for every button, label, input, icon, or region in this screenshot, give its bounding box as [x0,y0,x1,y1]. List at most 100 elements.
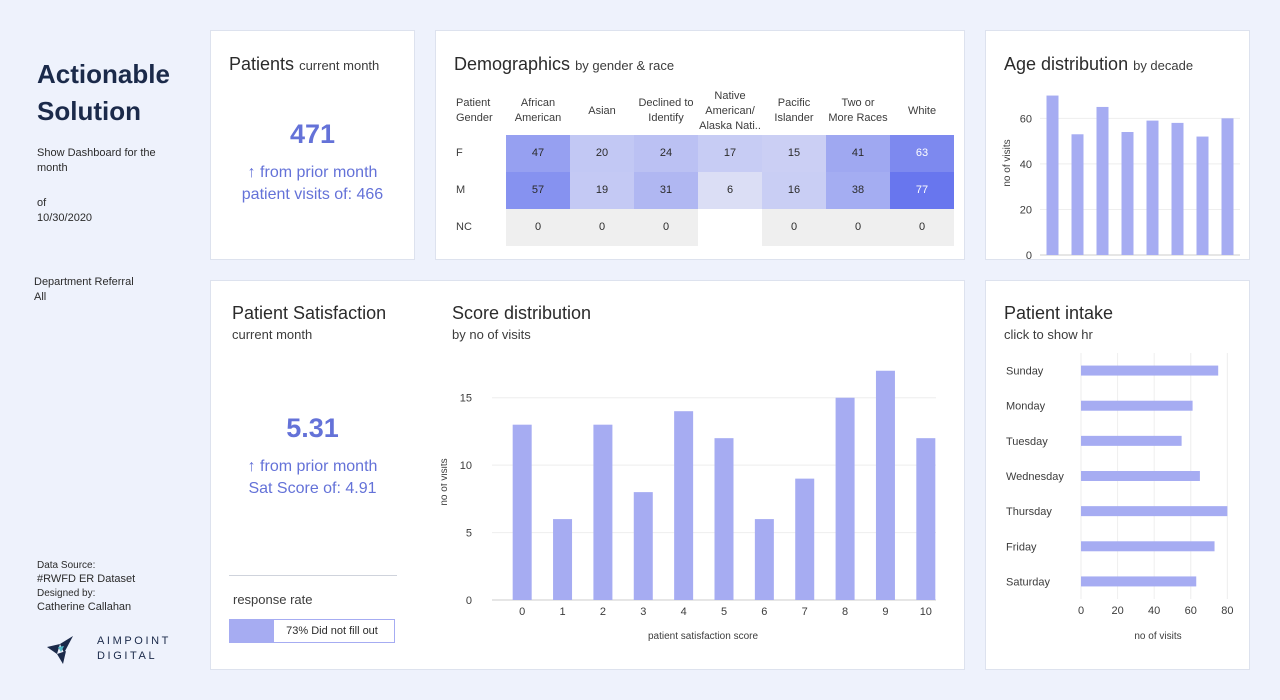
score-bar[interactable] [835,397,855,600]
month-filter-date[interactable]: 10/30/2020 [37,212,93,224]
logo-text-1: AIMPOINT [97,635,171,647]
column-header: Two or More Races [826,87,890,135]
patients-title-main: Patients [229,54,295,74]
age-bar[interactable] [1221,118,1234,255]
response-rate-bar[interactable]: 73% Did not fill out [229,619,395,643]
intake-bar[interactable] [1081,471,1200,481]
score-bar[interactable] [875,370,895,600]
heatmap-cell[interactable]: 41 [826,135,890,172]
intake-day-label: Wednesday [1006,471,1064,483]
score-bar[interactable] [674,411,694,600]
heatmap-cell[interactable]: 31 [634,172,698,209]
score-x-tick: 1 [559,606,565,618]
age-bar[interactable] [1196,136,1209,255]
satisfaction-prior: Sat Score of: 4.91 [248,480,377,497]
intake-bar[interactable] [1081,400,1193,411]
score-bar[interactable] [633,492,653,600]
satisfaction-score: 5.31 [286,413,339,443]
heatmap-cell[interactable]: 47 [506,135,570,172]
logo-text-2: DIGITAL [97,650,158,662]
patients-kpi: 471 ↑ from prior month patient visits of… [211,119,414,206]
heatmap-cell[interactable]: 20 [570,135,634,172]
score-y-tick: 5 [466,528,472,540]
heatmap-cell[interactable]: 63 [890,135,954,172]
column-header: Declined to Identify [634,87,698,135]
score-bar[interactable] [754,519,774,600]
intake-bar[interactable] [1081,435,1182,446]
patients-title-sub: current month [299,58,380,73]
column-header-line: Native [714,89,746,102]
intake-day-label: Saturday [1006,576,1051,588]
intake-bar[interactable] [1081,365,1219,376]
score-x-tick: 8 [842,606,848,618]
score-x-tick: 4 [681,606,687,618]
score-x-tick: 0 [519,606,525,618]
intake-subtitle[interactable]: click to show hr [1004,327,1093,342]
heatmap-cell[interactable]: 0 [890,209,954,246]
designed-by-label: Designed by: [37,588,96,599]
score-x-tick: 2 [600,606,606,618]
heatmap-cell[interactable]: 0 [634,209,698,246]
score-chart: 0 5 10 15 no of visits 0 1 2 3 4 5 6 7 8 9 10 patient sa… [441,370,936,642]
age-bar[interactable] [1171,122,1184,255]
patients-prior: patient visits of: 466 [241,186,384,203]
column-header-line: Alaska Nati.. [699,119,761,132]
heatmap-cell[interactable]: 17 [698,135,762,172]
heatmap-cell[interactable]: 24 [634,135,698,172]
response-rate-text: 73% Did not fill out [286,625,378,637]
column-header: African American [506,87,570,135]
score-bar[interactable] [714,438,734,600]
heatmap-cell[interactable]: 19 [570,172,634,209]
designer-name[interactable]: Catherine Callahan [37,601,132,613]
score-bar[interactable] [916,438,936,600]
age-bar[interactable] [1046,95,1059,255]
age-y-tick: 40 [1020,159,1032,171]
intake-title: Patient intake [1004,303,1114,323]
intake-day-label: Monday [1006,401,1046,413]
score-bar[interactable] [795,478,815,600]
score-title: Score distribution [452,303,592,323]
column-header-line: Declined to [638,97,694,109]
intake-bar[interactable] [1081,541,1215,552]
header-patient-gender: Patient Gender [440,87,506,135]
header-patient-gender-line: Gender [456,112,493,124]
heatmap-cell[interactable]: 0 [762,209,826,246]
score-x-label: patient satisfaction score [648,631,758,642]
heatmap-cell[interactable]: 0 [826,209,890,246]
department-filter-value[interactable]: All [34,291,47,303]
score-bar[interactable] [593,424,613,600]
score-bar[interactable] [512,424,532,600]
score-x-tick: 10 [920,606,932,618]
heatmap-cell[interactable]: 0 [570,209,634,246]
heatmap-cell[interactable]: 77 [890,172,954,209]
satisfaction-card: Patient Satisfaction current month 5.31 … [210,280,965,670]
intake-chart: 0 20 40 60 80 Sunday Monday Tuesday Wednesday Thu… [1006,353,1233,642]
patients-count: 471 [289,119,336,149]
age-bar[interactable] [1096,106,1109,255]
aimpoint-logo[interactable]: AIMPOINT DIGITAL [44,634,184,668]
age-title: Age distribution by decade [1004,54,1193,75]
intake-bar[interactable] [1081,576,1197,587]
heatmap-cell[interactable]: 0 [506,209,570,246]
age-bar[interactable] [1146,120,1159,255]
heatmap-cell[interactable]: 57 [506,172,570,209]
column-header: Asian [570,87,634,135]
score-bar[interactable] [553,519,573,600]
intake-bar[interactable] [1081,506,1228,517]
demographics-title-sub: by gender & race [575,58,675,73]
age-bar[interactable] [1071,134,1084,255]
age-y-tick: 20 [1020,204,1032,216]
heatmap-cell[interactable]: 16 [762,172,826,209]
department-filter[interactable]: Department Referral All [34,275,134,305]
month-filter[interactable]: Show Dashboard for the month of 10/30/20… [37,146,156,226]
age-bar[interactable] [1121,132,1134,255]
heatmap-cell[interactable]: 6 [698,172,762,209]
data-source-value[interactable]: #RWFD ER Dataset [37,573,136,585]
column-header-line: Pacific [777,97,811,109]
column-header-line: White [907,104,937,117]
heatmap-cell[interactable]: 38 [826,172,890,209]
month-filter-label-1: Show Dashboard for the [37,147,156,159]
column-header-line: Asian [588,104,616,117]
heatmap-cell[interactable]: 15 [762,135,826,172]
